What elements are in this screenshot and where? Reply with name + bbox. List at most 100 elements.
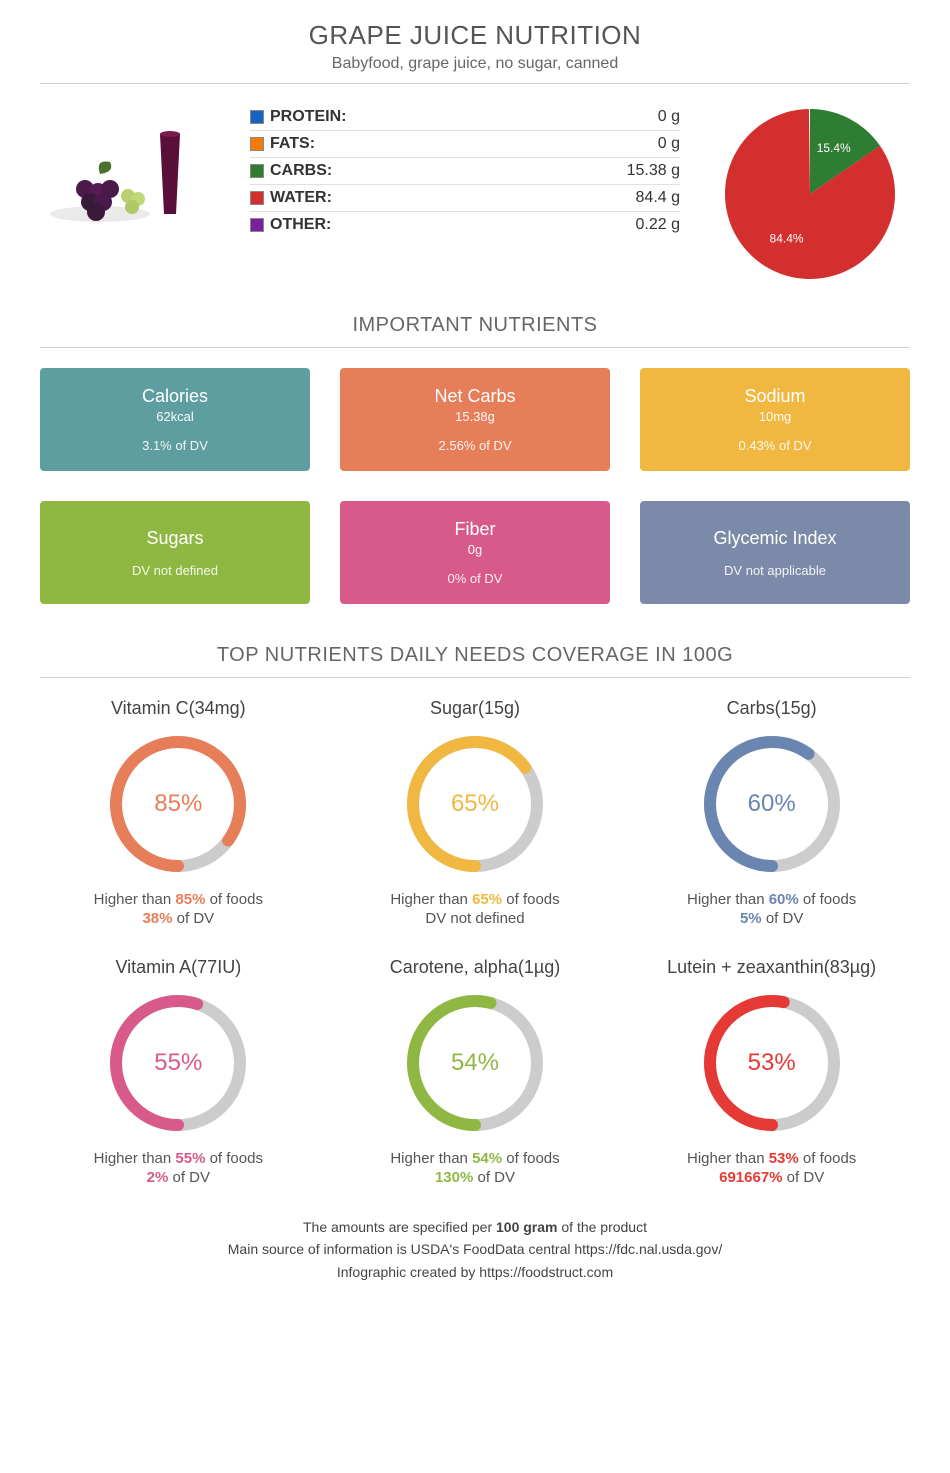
donut-dv: 2% of DV bbox=[40, 1169, 317, 1186]
color-swatch bbox=[250, 164, 264, 178]
donut-chart: 55% bbox=[103, 988, 253, 1138]
card-dv: 0% of DV bbox=[350, 571, 600, 586]
donut-title: Sugar(15g) bbox=[337, 698, 614, 719]
macro-value: 15.38 g bbox=[627, 162, 680, 180]
donut-title: Vitamin C(34mg) bbox=[40, 698, 317, 719]
divider bbox=[40, 677, 910, 678]
donut-pct: 53% bbox=[748, 1049, 796, 1077]
footer-line2: Main source of information is USDA's Foo… bbox=[40, 1238, 910, 1260]
donut-comparison: Higher than 53% of foods bbox=[633, 1150, 910, 1167]
donut-chart: 65% bbox=[400, 729, 550, 879]
card-name: Calories bbox=[50, 386, 300, 407]
nutrient-card: Net Carbs 15.38g 2.56% of DV bbox=[340, 368, 610, 471]
macro-row: PROTEIN: 0 g bbox=[250, 104, 680, 131]
macro-row: CARBS: 15.38 g bbox=[250, 158, 680, 185]
card-name: Sodium bbox=[650, 386, 900, 407]
donut-title: Vitamin A(77IU) bbox=[40, 957, 317, 978]
donut-item: Vitamin A(77IU) 55% Higher than 55% of f… bbox=[40, 957, 317, 1186]
color-swatch bbox=[250, 218, 264, 232]
nutrient-card: Sugars DV not defined bbox=[40, 501, 310, 604]
nutrient-card: Glycemic Index DV not applicable bbox=[640, 501, 910, 604]
footer: The amounts are specified per 100 gram o… bbox=[40, 1216, 910, 1283]
coverage-donuts: Vitamin C(34mg) 85% Higher than 85% of f… bbox=[40, 698, 910, 1186]
donut-title: Carotene, alpha(1µg) bbox=[337, 957, 614, 978]
top-row: PROTEIN: 0 g FATS: 0 g CARBS: 15.38 g WA… bbox=[40, 104, 910, 284]
donut-dv: 38% of DV bbox=[40, 910, 317, 927]
donut-chart: 53% bbox=[697, 988, 847, 1138]
footer-text: The amounts are specified per bbox=[303, 1219, 496, 1235]
macro-label: FATS: bbox=[270, 135, 315, 153]
nutrient-cards: Calories 62kcal 3.1% of DV Net Carbs 15.… bbox=[40, 368, 910, 604]
macro-value: 0 g bbox=[658, 135, 680, 153]
donut-pct: 60% bbox=[748, 790, 796, 818]
card-dv: DV not applicable bbox=[650, 563, 900, 578]
food-image bbox=[40, 104, 220, 244]
macro-label: OTHER: bbox=[270, 216, 331, 234]
donut-item: Sugar(15g) 65% Higher than 65% of foods … bbox=[337, 698, 614, 927]
color-swatch bbox=[250, 137, 264, 151]
svg-text:84.4%: 84.4% bbox=[770, 231, 804, 245]
donut-item: Carotene, alpha(1µg) 54% Higher than 54%… bbox=[337, 957, 614, 1186]
page-subtitle: Babyfood, grape juice, no sugar, canned bbox=[40, 55, 910, 73]
donut-comparison: Higher than 54% of foods bbox=[337, 1150, 614, 1167]
macro-row: FATS: 0 g bbox=[250, 131, 680, 158]
donut-comparison: Higher than 85% of foods bbox=[40, 891, 317, 908]
composition-pie: 15.4% 84.4% bbox=[710, 104, 910, 284]
divider bbox=[40, 347, 910, 348]
macro-value: 0.22 g bbox=[636, 216, 680, 234]
macro-label: CARBS: bbox=[270, 162, 332, 180]
donut-dv: 5% of DV bbox=[633, 910, 910, 927]
footer-text: of the product bbox=[557, 1219, 647, 1235]
donut-item: Lutein + zeaxanthin(83µg) 53% Higher tha… bbox=[633, 957, 910, 1186]
donut-chart: 60% bbox=[697, 729, 847, 879]
footer-line1: The amounts are specified per 100 gram o… bbox=[40, 1216, 910, 1238]
card-dv: 2.56% of DV bbox=[350, 438, 600, 453]
card-value: 62kcal bbox=[50, 409, 300, 424]
donut-title: Lutein + zeaxanthin(83µg) bbox=[633, 957, 910, 978]
donut-dv: DV not defined bbox=[337, 910, 614, 927]
divider bbox=[40, 83, 910, 84]
donut-pct: 54% bbox=[451, 1049, 499, 1077]
footer-bold: 100 gram bbox=[496, 1219, 557, 1235]
footer-line3: Infographic created by https://foodstruc… bbox=[40, 1261, 910, 1283]
nutrient-card: Calories 62kcal 3.1% of DV bbox=[40, 368, 310, 471]
donut-comparison: Higher than 65% of foods bbox=[337, 891, 614, 908]
section-important-title: IMPORTANT NUTRIENTS bbox=[40, 314, 910, 337]
card-name: Sugars bbox=[50, 528, 300, 549]
section-coverage-title: TOP NUTRIENTS DAILY NEEDS COVERAGE IN 10… bbox=[40, 644, 910, 667]
donut-comparison: Higher than 60% of foods bbox=[633, 891, 910, 908]
card-dv: 3.1% of DV bbox=[50, 438, 300, 453]
macro-row: WATER: 84.4 g bbox=[250, 185, 680, 212]
card-dv: 0.43% of DV bbox=[650, 438, 900, 453]
card-name: Fiber bbox=[350, 519, 600, 540]
donut-dv: 130% of DV bbox=[337, 1169, 614, 1186]
donut-chart: 54% bbox=[400, 988, 550, 1138]
macro-value: 84.4 g bbox=[636, 189, 680, 207]
card-value: 0g bbox=[350, 542, 600, 557]
page-title: GRAPE JUICE NUTRITION bbox=[40, 20, 910, 51]
macro-label: PROTEIN: bbox=[270, 108, 346, 126]
color-swatch bbox=[250, 110, 264, 124]
donut-item: Carbs(15g) 60% Higher than 60% of foods … bbox=[633, 698, 910, 927]
card-dv: DV not defined bbox=[50, 563, 300, 578]
color-swatch bbox=[250, 191, 264, 205]
donut-pct: 65% bbox=[451, 790, 499, 818]
donut-chart: 85% bbox=[103, 729, 253, 879]
header: GRAPE JUICE NUTRITION Babyfood, grape ju… bbox=[40, 20, 910, 73]
svg-text:15.4%: 15.4% bbox=[817, 141, 851, 155]
donut-item: Vitamin C(34mg) 85% Higher than 85% of f… bbox=[40, 698, 317, 927]
donut-title: Carbs(15g) bbox=[633, 698, 910, 719]
macro-value: 0 g bbox=[658, 108, 680, 126]
donut-pct: 85% bbox=[154, 790, 202, 818]
macro-table: PROTEIN: 0 g FATS: 0 g CARBS: 15.38 g WA… bbox=[250, 104, 680, 238]
card-name: Glycemic Index bbox=[650, 528, 900, 549]
card-name: Net Carbs bbox=[350, 386, 600, 407]
nutrient-card: Fiber 0g 0% of DV bbox=[340, 501, 610, 604]
macro-row: OTHER: 0.22 g bbox=[250, 212, 680, 238]
card-value: 15.38g bbox=[350, 409, 600, 424]
macro-label: WATER: bbox=[270, 189, 332, 207]
donut-pct: 55% bbox=[154, 1049, 202, 1077]
donut-dv: 691667% of DV bbox=[633, 1169, 910, 1186]
donut-comparison: Higher than 55% of foods bbox=[40, 1150, 317, 1167]
card-value: 10mg bbox=[650, 409, 900, 424]
